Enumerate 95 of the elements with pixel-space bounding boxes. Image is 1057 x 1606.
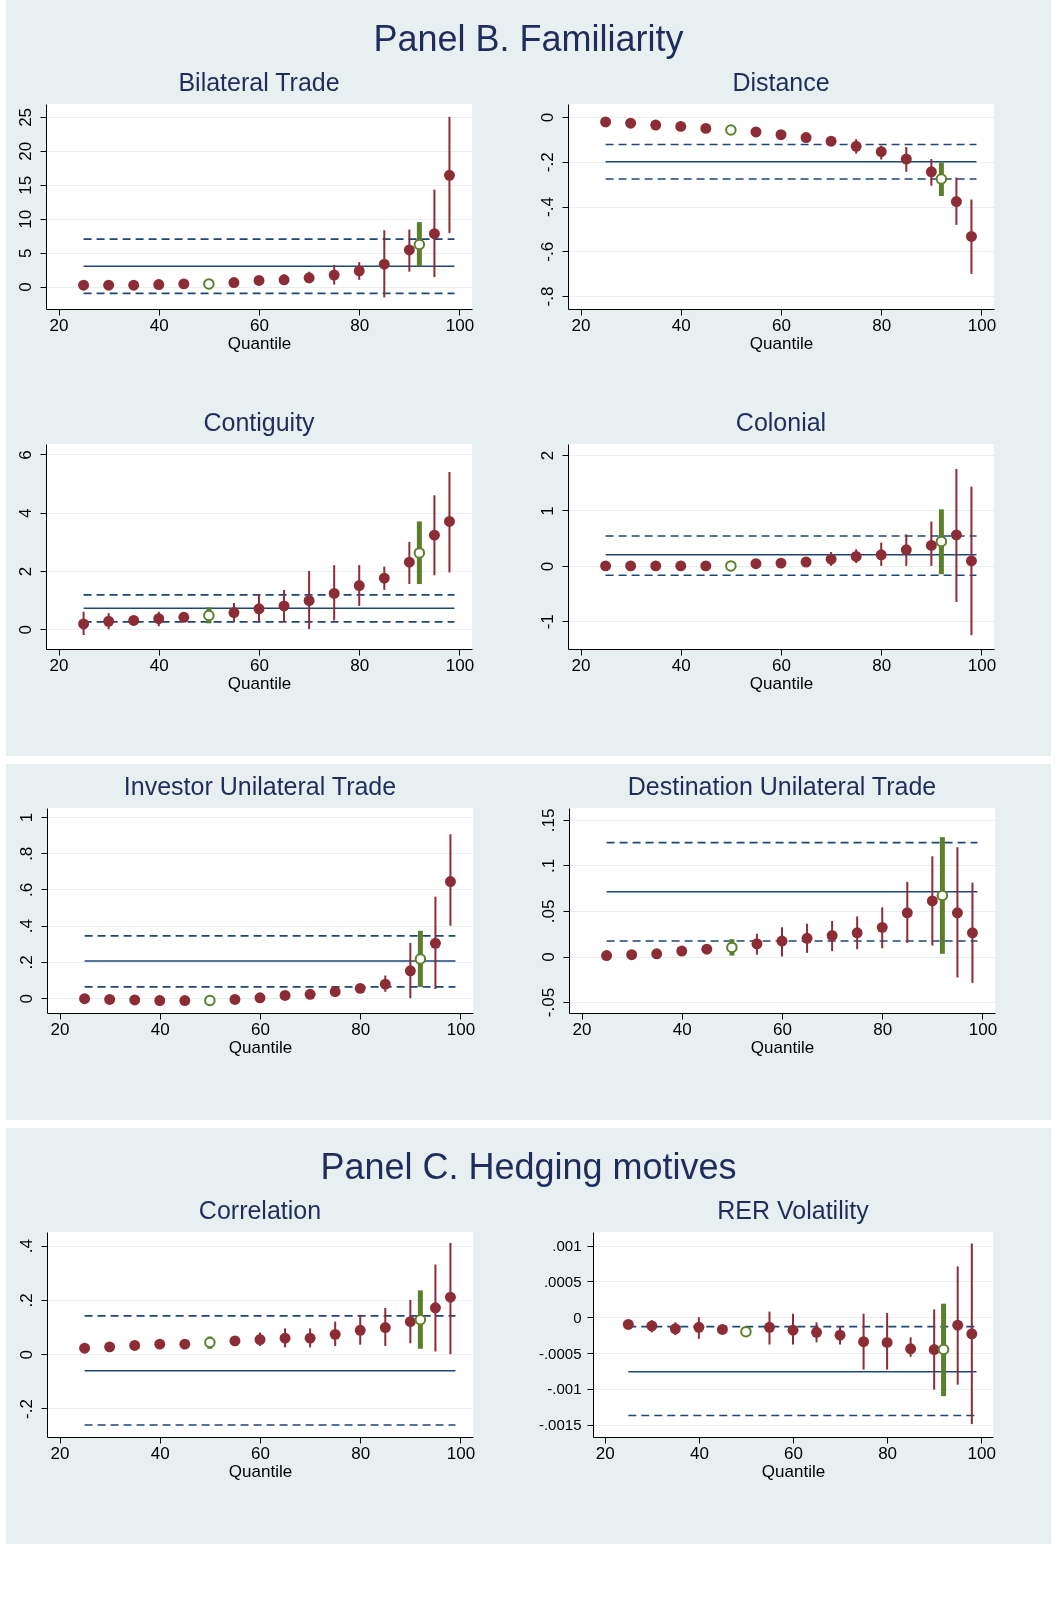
x-tick-label: 40 xyxy=(672,1019,692,1039)
chart-title: RER Volatility xyxy=(717,1196,870,1224)
x-tick-label: 60 xyxy=(250,315,269,335)
y-tick-label: 4 xyxy=(15,508,35,518)
y-tick-label: 0 xyxy=(573,1308,582,1326)
x-axis-title: Quantile xyxy=(750,1037,815,1057)
y-tick-label: .2 xyxy=(16,1293,36,1308)
x-axis-title: Quantile xyxy=(749,673,814,693)
x-tick-label: 100 xyxy=(967,315,997,335)
chart-title: Investor Unilateral Trade xyxy=(123,772,397,800)
x-tick-label: 100 xyxy=(446,1443,476,1463)
x-tick-label: 80 xyxy=(350,315,370,335)
x-tick-label: 40 xyxy=(689,1443,709,1463)
x-tick-label: 80 xyxy=(878,1443,898,1463)
y-tick-label: .1 xyxy=(538,858,558,873)
y-tick-label: 0 xyxy=(16,1349,36,1360)
y-tick-label: -.05 xyxy=(538,987,558,1018)
x-axis-title: Quantile xyxy=(227,673,292,693)
y-tick-label: 15 xyxy=(15,175,35,195)
x-tick-label: 40 xyxy=(150,1443,170,1463)
x-tick-label: 20 xyxy=(50,1443,70,1463)
x-tick-label: 60 xyxy=(772,315,791,335)
x-tick-label: 40 xyxy=(671,315,691,335)
y-tick-label: -.6 xyxy=(537,241,557,262)
y-tick-label: .2 xyxy=(16,955,36,970)
y-tick-label: -.001 xyxy=(547,1380,582,1398)
y-tick-label: 0 xyxy=(537,561,557,572)
x-tick-label: 80 xyxy=(873,1019,893,1039)
x-tick-label: 100 xyxy=(445,655,475,675)
y-tick-label: -.0005 xyxy=(538,1344,582,1362)
y-tick-label: .0005 xyxy=(543,1272,582,1290)
y-tick-label: -.0015 xyxy=(538,1416,582,1434)
y-tick-label: 20 xyxy=(15,141,35,161)
text: Panel B. Familiarity xyxy=(372,17,685,61)
x-tick-label: 20 xyxy=(49,315,69,335)
y-tick-label: .6 xyxy=(16,882,36,898)
x-tick-label: 60 xyxy=(773,1019,792,1039)
chart-title: Bilateral Trade xyxy=(178,68,340,96)
x-tick-label: 60 xyxy=(251,1019,270,1039)
y-tick-label: 25 xyxy=(15,107,35,127)
x-tick-label: 20 xyxy=(595,1443,615,1463)
y-tick-label: 1 xyxy=(537,506,557,516)
y-tick-label: 5 xyxy=(15,248,35,258)
chart-title: Contiguity xyxy=(203,408,316,436)
y-tick-label: .8 xyxy=(16,846,36,861)
x-tick-label: 60 xyxy=(784,1443,803,1463)
x-tick-label: 100 xyxy=(968,1019,998,1039)
y-tick-label: .05 xyxy=(538,899,558,924)
y-tick-label: -1 xyxy=(537,614,557,630)
y-tick-label: -.2 xyxy=(16,1399,36,1419)
y-tick-label: 0 xyxy=(537,112,557,123)
x-tick-label: 80 xyxy=(351,1019,371,1039)
y-tick-label: 6 xyxy=(15,450,35,460)
x-tick-label: 20 xyxy=(50,1019,70,1039)
y-tick-label: 0 xyxy=(538,952,558,962)
x-tick-label: 60 xyxy=(772,655,791,675)
x-tick-label: 80 xyxy=(350,655,370,675)
x-tick-label: 80 xyxy=(872,655,892,675)
chart-title: Distance xyxy=(732,68,830,96)
chart-title: Colonial xyxy=(735,408,827,436)
x-axis-title: Quantile xyxy=(749,333,814,353)
x-axis-title: Quantile xyxy=(227,333,292,353)
y-tick-label: 10 xyxy=(15,209,35,229)
y-tick-label: -.2 xyxy=(537,152,557,173)
x-axis-title: Quantile xyxy=(228,1037,293,1057)
x-tick-label: 60 xyxy=(251,1443,270,1463)
y-tick-label: 2 xyxy=(537,450,557,461)
x-tick-label: 40 xyxy=(150,1019,170,1039)
x-tick-label: 40 xyxy=(149,655,169,675)
x-tick-label: 40 xyxy=(149,315,169,335)
x-tick-label: 40 xyxy=(671,655,691,675)
y-tick-label: -.8 xyxy=(537,286,557,307)
y-tick-label: .15 xyxy=(538,808,558,833)
y-tick-label: 1 xyxy=(16,812,36,823)
x-tick-label: 20 xyxy=(49,655,69,675)
y-tick-label: .4 xyxy=(16,919,36,934)
x-axis-title: Quantile xyxy=(761,1461,826,1481)
y-tick-label: .001 xyxy=(552,1237,582,1255)
chart-title: Correlation xyxy=(198,1196,322,1224)
y-tick-label: 0 xyxy=(15,282,35,292)
y-tick-label: 0 xyxy=(16,993,36,1004)
y-tick-label: -.4 xyxy=(537,197,557,217)
x-tick-label: 100 xyxy=(967,1443,996,1463)
x-axis-title: Quantile xyxy=(228,1461,293,1481)
chart-title: Destination Unilateral Trade xyxy=(627,772,937,800)
text: Panel C. Hedging motives xyxy=(319,1145,738,1189)
x-tick-label: 60 xyxy=(250,655,269,675)
x-tick-label: 100 xyxy=(445,315,475,335)
y-tick-label: .4 xyxy=(16,1238,36,1254)
x-tick-label: 100 xyxy=(967,655,997,675)
y-tick-label: 2 xyxy=(15,566,35,577)
x-tick-label: 80 xyxy=(351,1443,371,1463)
x-tick-label: 100 xyxy=(446,1019,476,1039)
x-tick-label: 80 xyxy=(872,315,892,335)
y-tick-label: 0 xyxy=(15,624,35,635)
